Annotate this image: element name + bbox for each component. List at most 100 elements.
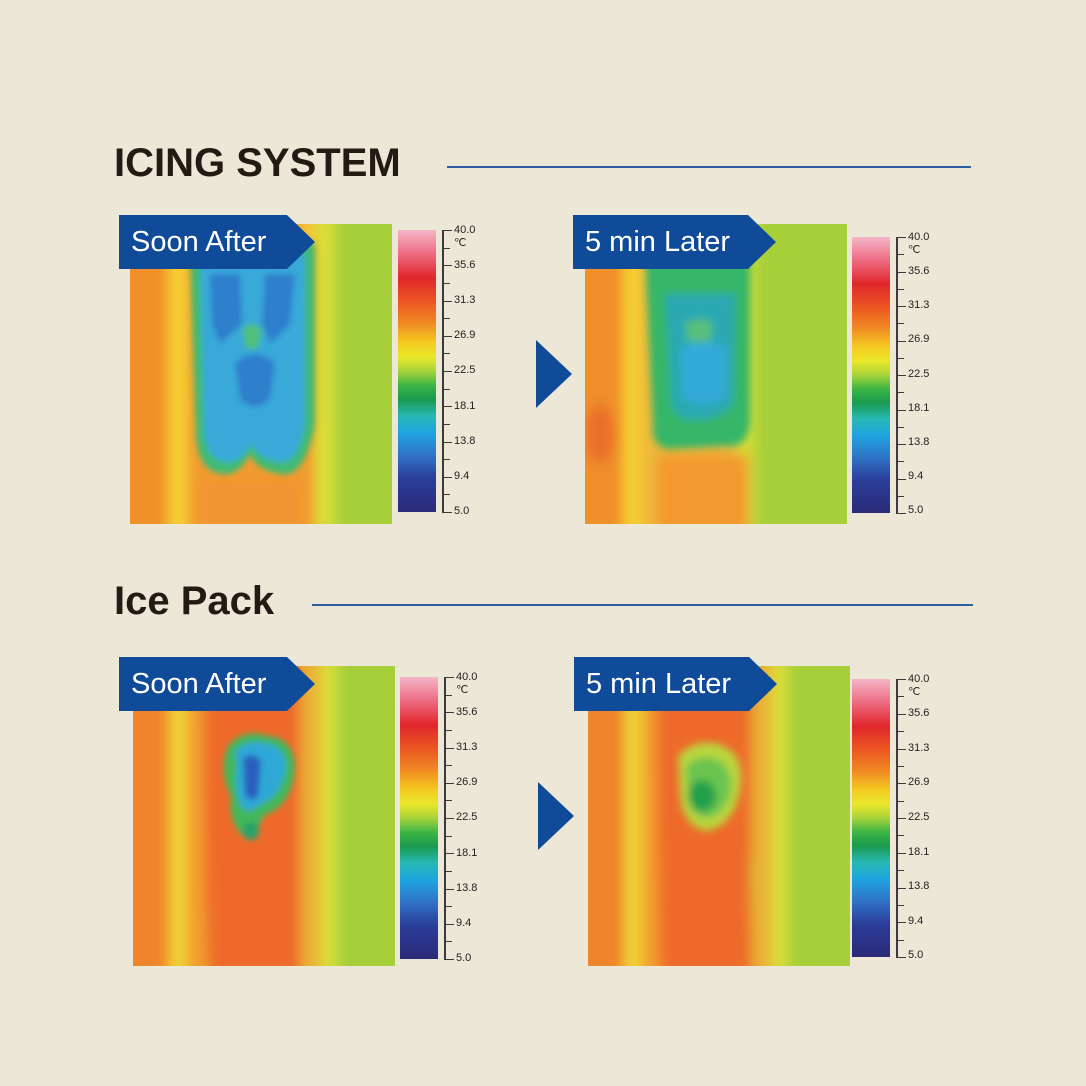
scale-tick — [442, 335, 452, 337]
scale-tick — [444, 818, 454, 819]
scale-tick-label: 31.3 — [908, 299, 930, 311]
scale-tick — [442, 512, 452, 513]
scale-unit: ℃ — [908, 244, 921, 256]
scale-tick — [444, 835, 452, 837]
thermal-image-icepack-soon-after — [133, 666, 395, 966]
scale-tick — [444, 853, 454, 855]
thermal-image-icing-5-min-later — [585, 224, 847, 524]
scale-tick — [896, 375, 906, 376]
scale-tick-label: 9.4 — [908, 915, 924, 927]
temperature-scale: ℃ 40.0 35.6 31.3 26.9 22.5 18.1 13.8 9.4… — [398, 224, 518, 526]
scale-tick — [896, 444, 906, 445]
scale-tick — [896, 713, 906, 715]
scale-tick-label: 22.5 — [908, 368, 930, 380]
scale-unit: ℃ — [908, 686, 921, 698]
scale-tick-label: 31.3 — [456, 741, 478, 753]
scale-tick — [896, 271, 906, 273]
temperature-scale: ℃ 40.0 35.6 31.3 26.9 22.5 18.1 13.8 9.4… — [852, 673, 972, 975]
scale-tick-label: 13.8 — [454, 435, 476, 447]
scale-tick — [896, 765, 904, 767]
panel-label: 5 min Later — [573, 215, 776, 269]
scale-tick — [896, 461, 904, 463]
scale-tick — [442, 371, 452, 372]
scale-tick — [444, 765, 452, 767]
scale-tick — [442, 353, 450, 355]
scale-tick-label: 22.5 — [908, 811, 930, 823]
triangle-right-icon — [538, 782, 574, 850]
scale-tick — [442, 406, 452, 408]
scale-tick — [444, 800, 452, 802]
scale-tick-label: 13.8 — [908, 436, 930, 448]
scale-tick — [896, 426, 904, 428]
scale-tick-label: 9.4 — [456, 917, 472, 929]
scale-tick — [442, 265, 452, 267]
panel-label: Soon After — [119, 215, 315, 269]
triangle-right-icon — [536, 340, 572, 408]
scale-tick-label: 22.5 — [456, 811, 478, 823]
scale-tick — [444, 959, 454, 960]
temperature-color-bar — [852, 679, 890, 957]
scale-tick-label: 40.0 — [908, 231, 930, 243]
scale-tick — [896, 887, 906, 889]
scale-tick — [896, 957, 906, 958]
scale-tick-label: 35.6 — [908, 265, 930, 277]
scale-tick — [896, 922, 906, 924]
scale-tick — [896, 409, 906, 411]
scale-tick — [896, 852, 906, 854]
scale-tick — [896, 513, 906, 514]
scale-tick-label: 31.3 — [908, 742, 930, 754]
scale-tick — [444, 923, 454, 925]
scale-tick-label: 5.0 — [456, 952, 472, 964]
scale-tick — [444, 747, 454, 749]
scale-tick-label: 5.0 — [908, 504, 924, 516]
scale-tick-label: 13.8 — [456, 882, 478, 894]
scale-tick — [444, 694, 452, 696]
scale-tick — [444, 782, 454, 784]
scale-tick-label: 18.1 — [908, 846, 930, 858]
scale-tick-label: 22.5 — [454, 364, 476, 376]
scale-tick — [896, 478, 906, 480]
panel-label: 5 min Later — [574, 657, 777, 711]
scale-tick — [442, 423, 450, 425]
scale-tick — [442, 476, 452, 478]
scale-tick-label: 40.0 — [456, 671, 478, 683]
scale-tick-label: 26.9 — [454, 329, 476, 341]
scale-tick — [896, 835, 904, 837]
scale-tick — [444, 677, 454, 678]
temperature-color-bar — [852, 237, 890, 513]
thermal-image-icing-soon-after — [130, 224, 392, 524]
scale-tick-label: 5.0 — [908, 949, 924, 961]
scale-tick — [444, 729, 452, 731]
section-title-ice-pack: Ice Pack — [114, 579, 275, 623]
scale-tick-label: 40.0 — [908, 673, 930, 685]
scale-tick — [896, 818, 906, 819]
scale-tick — [896, 340, 906, 342]
scale-tick — [444, 941, 452, 943]
scale-tick-label: 26.9 — [908, 333, 930, 345]
scale-tick — [896, 939, 904, 941]
scale-tick — [442, 494, 450, 496]
scale-tick — [896, 306, 906, 307]
scale-tick — [442, 459, 450, 461]
scale-tick-label: 31.3 — [454, 294, 476, 306]
scale-tick — [896, 392, 904, 394]
scale-tick — [896, 323, 904, 325]
scale-tick — [444, 888, 454, 890]
scale-tick-label: 40.0 — [454, 224, 476, 236]
scale-tick — [444, 870, 452, 872]
scale-tick — [442, 318, 450, 320]
scale-tick-label: 35.6 — [454, 259, 476, 271]
scale-tick-label: 35.6 — [456, 706, 478, 718]
scale-tick-label: 26.9 — [908, 776, 930, 788]
section-title-icing-system: ICING SYSTEM — [114, 141, 401, 185]
scale-tick — [442, 300, 452, 302]
scale-tick — [896, 870, 904, 872]
scale-tick — [896, 748, 906, 750]
temperature-color-bar — [400, 677, 438, 959]
thermal-image-icepack-5-min-later — [588, 666, 850, 966]
temperature-scale: ℃ 40.0 35.6 31.3 26.9 22.5 18.1 13.8 9.4… — [852, 231, 972, 533]
scale-tick — [444, 712, 454, 714]
scale-tick-label: 5.0 — [454, 505, 470, 517]
scale-tick-label: 18.1 — [454, 400, 476, 412]
scale-tick — [896, 254, 904, 256]
